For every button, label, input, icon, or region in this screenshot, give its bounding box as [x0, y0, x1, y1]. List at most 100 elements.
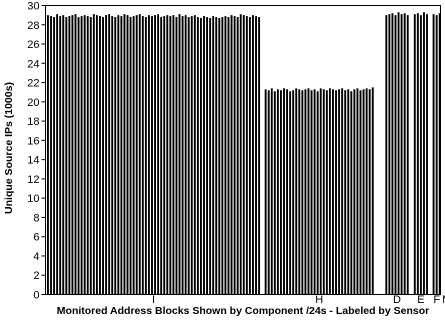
bar-H-6 — [280, 90, 282, 295]
bar-H-2 — [267, 90, 270, 295]
bar-I-30 — [135, 15, 138, 295]
bar-I-49 — [193, 15, 196, 295]
bar-H-18 — [316, 91, 319, 295]
bar-H-31 — [356, 88, 359, 295]
bar-H-5 — [276, 89, 279, 295]
bar-I-65 — [242, 15, 245, 295]
bar-D-7 — [403, 13, 406, 295]
bar-I-12 — [80, 16, 83, 295]
bar-E-2 — [416, 13, 419, 295]
bar-H-14 — [304, 89, 307, 295]
bar-I-54 — [209, 18, 212, 295]
sensor-label-F: F — [433, 294, 440, 306]
bar-I-66 — [245, 16, 248, 295]
bar-F-2 — [435, 15, 438, 295]
bar-I-56 — [215, 17, 218, 295]
bar-D-4 — [394, 15, 397, 295]
bar-I-70 — [258, 17, 261, 295]
bar-I-22 — [111, 16, 114, 295]
bar-I-8 — [68, 16, 71, 295]
bar-D-2 — [388, 14, 391, 295]
bar-I-38 — [160, 17, 163, 295]
bar-I-31 — [138, 14, 141, 295]
bar-I-58 — [221, 17, 224, 295]
bar-H-15 — [307, 88, 310, 295]
y-tick-label: 18 — [27, 116, 39, 128]
bar-H-28 — [347, 89, 350, 295]
bar-I-21 — [108, 14, 111, 295]
bar-F-3 — [438, 13, 441, 295]
bar-I-53 — [206, 17, 209, 295]
bar-I-3 — [53, 17, 56, 295]
bar-I-40 — [166, 15, 169, 295]
bar-I-51 — [200, 18, 202, 295]
sensor-label-E: E — [417, 294, 424, 306]
bar-H-35 — [368, 89, 371, 295]
bar-H-10 — [292, 90, 295, 295]
bar-H-17 — [313, 89, 316, 295]
bar-E-3 — [419, 15, 422, 295]
y-tick-label: 20 — [27, 97, 39, 109]
bar-I-11 — [77, 17, 80, 295]
bar-I-59 — [224, 16, 227, 295]
bar-I-16 — [92, 14, 95, 295]
bar-H-33 — [362, 89, 365, 295]
bar-I-32 — [141, 16, 144, 295]
bar-I-62 — [233, 16, 236, 295]
bar-I-50 — [196, 17, 199, 295]
bar-E-1 — [413, 14, 416, 295]
y-tick-label: 0 — [33, 290, 39, 302]
bar-H-34 — [365, 88, 368, 295]
y-tick-label: 24 — [27, 58, 39, 70]
bar-D-6 — [400, 14, 403, 295]
bar-I-45 — [181, 16, 184, 295]
bar-H-1 — [264, 89, 267, 295]
bar-I-17 — [95, 15, 98, 295]
y-tick-label: 26 — [27, 39, 39, 51]
y-tick-label: 22 — [27, 78, 39, 90]
bar-I-23 — [114, 17, 117, 295]
bar-H-32 — [359, 90, 362, 295]
y-tick-label: 8 — [33, 212, 39, 224]
bar-I-4 — [56, 14, 59, 295]
bar-I-25 — [120, 16, 123, 295]
bar-H-12 — [298, 89, 301, 295]
bar-I-19 — [102, 17, 104, 295]
bar-I-42 — [172, 15, 175, 295]
sensor-labels: I H D EFM — [152, 294, 445, 306]
bar-H-29 — [350, 91, 353, 295]
bar-H-8 — [286, 89, 289, 295]
bar-D-1 — [385, 15, 388, 295]
bar-H-25 — [338, 89, 341, 295]
bar-I-47 — [187, 17, 190, 295]
bar-H-16 — [310, 90, 313, 295]
bar-H-30 — [353, 89, 356, 295]
bar-I-13 — [83, 15, 86, 295]
y-axis-title: Unique Source IPs (1000s) — [3, 82, 15, 214]
bar-I-35 — [151, 16, 153, 295]
bar-H-23 — [332, 89, 334, 295]
bar-I-27 — [126, 15, 129, 295]
bar-I-10 — [74, 14, 77, 295]
bar-H-7 — [283, 88, 285, 295]
sensor-label-I: I — [152, 294, 155, 306]
y-tick-label: 30 — [27, 1, 39, 13]
bar-I-5 — [59, 16, 62, 295]
sensor-label-M: M — [442, 294, 445, 306]
bar-I-7 — [65, 17, 68, 295]
bar-H-24 — [335, 90, 337, 295]
bar-I-44 — [178, 14, 181, 295]
bar-E-5 — [426, 14, 428, 295]
bar-I-14 — [86, 16, 89, 295]
bar-I-68 — [252, 15, 254, 295]
bar-H-9 — [289, 91, 292, 295]
bar-I-26 — [123, 14, 126, 295]
bar-I-34 — [147, 15, 150, 295]
bar-E-4 — [423, 12, 425, 295]
bar-H-27 — [344, 90, 347, 295]
bar-I-55 — [212, 16, 215, 295]
bar-I-69 — [255, 16, 257, 295]
bar-H-26 — [341, 88, 344, 295]
